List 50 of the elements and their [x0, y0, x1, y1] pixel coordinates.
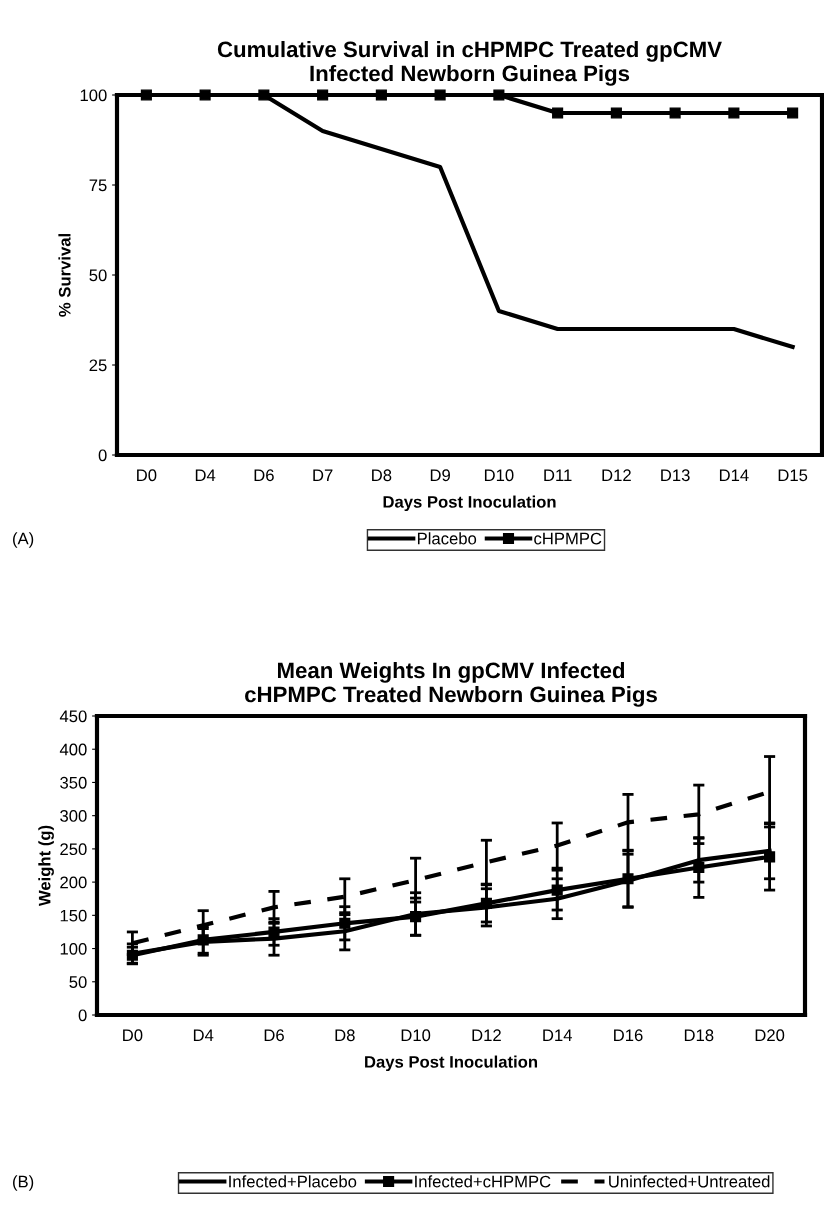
x-tick-label: D6 [264, 1029, 284, 1042]
y-axis-title: Weight (g) [38, 825, 54, 907]
chart-title: Mean Weights In gpCMV Infected cHPMPC Treated Newborn Guinea Pigs [245, 661, 657, 707]
y-tick-label: 50 [69, 976, 87, 988]
x-tick-label: D13 [661, 469, 690, 482]
x-tick-label: D14 [719, 469, 749, 481]
x-tick-label: D12 [602, 469, 631, 481]
y-tick-label: 25 [89, 359, 107, 372]
y-tick-label: 100 [80, 89, 107, 102]
x-axis-title: Days Post Inoculation [365, 1055, 538, 1072]
y-tick-label: 200 [60, 876, 87, 889]
x-tick-label: D18 [684, 1029, 714, 1042]
x-tick-label: D7 [313, 469, 333, 481]
x-tick-label: D10 [484, 469, 514, 482]
y-tick-label: 300 [60, 810, 87, 822]
legend-label: Infected+cHPMPC [415, 1175, 551, 1188]
chart-title: Cumulative Survival in cHPMPC Treated gpCMV Infected Newborn Guinea Pigs [217, 40, 722, 86]
x-tick-label: D6 [254, 469, 274, 482]
y-tick-label: 150 [60, 909, 87, 922]
x-tick-label: D8 [372, 469, 392, 482]
x-tick-label: D8 [335, 1029, 355, 1042]
legend-label: Placebo [417, 532, 477, 545]
text: (B) [13, 1175, 34, 1191]
x-tick-label: D10 [401, 1029, 431, 1042]
x-axis-title: Days Post Inoculation [383, 495, 556, 512]
y-tick-label: 100 [60, 942, 87, 955]
y-tick-label: 450 [59, 710, 87, 723]
x-tick-label: D11 [544, 469, 572, 481]
x-tick-label: D16 [614, 1029, 643, 1042]
y-axis-title: % Survival [58, 234, 71, 317]
text: (A) [13, 532, 34, 548]
x-tick-label: D0 [123, 1029, 143, 1042]
legend-label: cHPMPC [534, 532, 602, 545]
x-tick-label: D9 [430, 469, 450, 482]
x-tick-label: D4 [195, 469, 216, 481]
x-tick-label: D4 [193, 1029, 214, 1041]
x-tick-label: D14 [543, 1029, 572, 1041]
y-tick-label: 0 [78, 1009, 87, 1022]
y-tick-label: 0 [98, 449, 107, 462]
x-tick-label: D12 [472, 1029, 501, 1041]
legend-label: Uninfected+Untreated [609, 1175, 770, 1188]
x-tick-label: D20 [755, 1029, 785, 1042]
y-tick-label: 75 [89, 179, 107, 192]
y-tick-label: 50 [89, 269, 107, 282]
y-tick-label: 250 [60, 843, 87, 856]
legend-label: Infected+Placebo [229, 1175, 357, 1188]
y-tick-label: 350 [60, 776, 87, 789]
x-tick-label: D0 [137, 469, 157, 482]
y-tick-label: 400 [59, 743, 87, 756]
x-tick-label: D15 [778, 469, 808, 482]
